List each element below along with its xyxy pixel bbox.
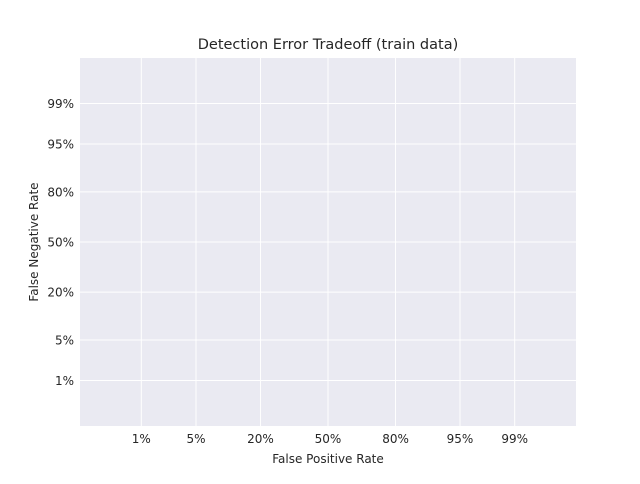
y-tick-label: 95% — [47, 138, 74, 152]
y-tick-label: 5% — [55, 333, 74, 347]
x-tick-label: 50% — [315, 432, 342, 446]
x-tick-label: 20% — [247, 432, 274, 446]
y-tick-label: 20% — [47, 286, 74, 300]
x-axis-label: False Positive Rate — [272, 452, 384, 466]
x-axis-ticks: 1% 5% 20% 50% 80% 95% 99% — [132, 432, 528, 446]
grid-lines — [80, 58, 576, 426]
x-tick-label: 1% — [132, 432, 151, 446]
y-axis-label: False Negative Rate — [27, 182, 41, 301]
x-tick-label: 95% — [447, 432, 474, 446]
x-tick-label: 5% — [186, 432, 205, 446]
x-tick-label: 99% — [501, 432, 528, 446]
y-tick-label: 80% — [47, 185, 74, 199]
y-tick-label: 1% — [55, 374, 74, 388]
y-axis-ticks: 1% 5% 20% 50% 80% 95% 99% — [47, 97, 74, 388]
y-tick-label: 99% — [47, 97, 74, 111]
x-tick-label: 80% — [382, 432, 409, 446]
y-tick-label: 50% — [47, 236, 74, 250]
chart-title: Detection Error Tradeoff (train data) — [198, 37, 459, 53]
